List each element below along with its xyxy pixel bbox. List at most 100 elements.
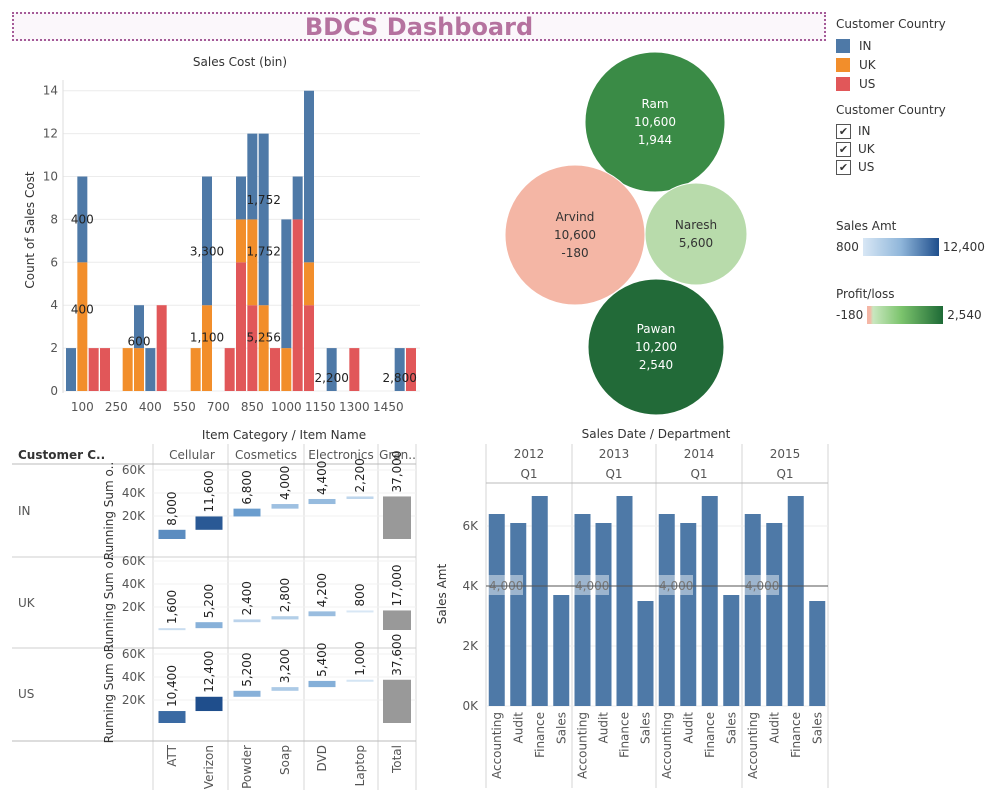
dept-chart-bar[interactable] [787,496,804,706]
bubble-naresh[interactable]: Naresh 5,600 [644,182,748,286]
histogram-bar-us[interactable] [270,348,280,391]
crosstab-bar[interactable] [346,496,374,499]
histogram-bar-in[interactable] [394,348,405,391]
bubble-arvind[interactable]: Arvind 10,600 -180 [504,164,646,306]
crosstab-bar[interactable] [158,711,186,723]
crosstab-bar[interactable] [233,619,261,623]
bubble-circle[interactable] [584,51,726,193]
crosstab-bar[interactable] [346,679,374,682]
crosstab-category-header: Cosmetics [235,448,297,462]
histogram-bar-us[interactable] [88,348,99,391]
histogram-bar-in[interactable] [304,90,314,263]
legend-item-us[interactable]: US [836,74,946,93]
filter-checkbox[interactable]: ✔ [836,159,851,175]
crosstab-bar[interactable] [195,696,223,712]
crosstab-bar[interactable] [195,516,223,530]
crosstab-bar[interactable] [271,616,299,620]
histogram-bar-in[interactable] [258,133,269,306]
dept-chart-bar[interactable] [616,496,633,706]
histogram-bar-us[interactable] [292,219,303,391]
crosstab-bar[interactable] [308,498,336,505]
histogram-bar-uk[interactable] [202,305,212,391]
dept-chart-y-tick: 4K [462,579,479,593]
histogram-bar-uk[interactable] [77,262,88,391]
dept-chart-bar[interactable] [574,514,591,706]
dept-chart-bar[interactable] [809,601,826,706]
crosstab-bar[interactable] [308,611,336,617]
histogram-bar-uk[interactable] [304,262,314,306]
crosstab-bar[interactable] [158,628,186,631]
filter-item-uk[interactable]: ✔ UK [836,140,946,158]
dept-chart-bar[interactable] [766,523,783,706]
histogram-bar-in[interactable] [66,348,76,391]
legend-item-in[interactable]: IN [836,36,946,55]
dept-chart-bar[interactable] [531,496,548,706]
crosstab-bar[interactable] [383,679,411,723]
dept-chart-bar[interactable] [553,595,570,706]
crosstab-bar-label: 12,400 [202,651,216,693]
crosstab-bar[interactable] [271,504,299,509]
histogram-bar-in[interactable] [134,305,144,349]
histogram-bar-us[interactable] [349,348,360,391]
crosstab-bar[interactable] [346,610,374,613]
crosstab-item-label: Verizon [202,745,216,789]
dept-chart-y-axis-label: Sales Amt [435,564,449,625]
dept-chart-bar[interactable] [510,523,527,706]
histogram-bar-in[interactable] [202,176,212,306]
histogram-bar-us[interactable] [224,348,235,391]
bubble-circle[interactable] [644,182,748,286]
crosstab-bar[interactable] [158,529,186,539]
histogram-bar-in[interactable] [247,133,258,220]
dept-chart-quarter: Q1 [520,467,537,481]
histogram-bar-us[interactable] [247,305,258,391]
histogram-bar-in[interactable] [292,176,303,220]
filter-checkbox[interactable]: ✔ [836,123,851,139]
histogram-bar-in[interactable] [145,348,156,391]
histogram-bar-in[interactable] [326,348,337,391]
histogram-bar-uk[interactable] [190,348,201,391]
filter-checkbox[interactable]: ✔ [836,141,851,157]
filter-label: UK [858,142,875,156]
histogram-bar-us[interactable] [236,262,246,391]
legend-item-uk[interactable]: UK [836,55,946,74]
histogram-bar-uk[interactable] [122,348,133,391]
crosstab-bar-label: 800 [353,584,367,607]
dept-chart-bar[interactable] [637,601,654,706]
dept-chart-bar[interactable] [488,514,505,706]
crosstab-bar[interactable] [233,508,261,517]
histogram-bar-uk[interactable] [247,219,258,306]
crosstab-row-country: UK [18,596,36,610]
histogram-bar-us[interactable] [100,348,110,391]
histogram-bar-uk[interactable] [281,348,292,391]
histogram-bar-uk[interactable] [134,348,144,391]
filter-item-us[interactable]: ✔ US [836,158,946,176]
histogram-bar-uk[interactable] [258,305,269,391]
crosstab-bar[interactable] [383,610,411,630]
crosstab-bar[interactable] [195,622,223,629]
bubble-pawan[interactable]: Pawan 10,200 2,540 [587,278,725,416]
histogram-bar-uk[interactable] [236,219,246,263]
dept-chart-bar[interactable] [744,514,761,706]
dept-chart-department-label: Sales [810,712,824,744]
histogram-bar-us[interactable] [304,305,314,391]
dept-chart-bar[interactable] [595,523,612,706]
histogram-bar-us[interactable] [156,305,167,391]
crosstab-bar[interactable] [233,690,261,697]
histogram-bar-us[interactable] [406,348,416,391]
histogram-bar-in[interactable] [281,219,292,349]
dept-chart-bar[interactable] [701,496,718,706]
dept-chart-bar[interactable] [723,595,740,706]
filter-item-in[interactable]: ✔ IN [836,122,946,140]
crosstab-bar[interactable] [271,687,299,691]
bubble-ram[interactable]: Ram 10,600 1,944 [584,51,726,193]
histogram-bar-in[interactable] [236,176,246,220]
crosstab-y-tick: 40K [122,670,146,684]
crosstab-item-label: Total [390,745,404,774]
histogram-bar-in[interactable] [77,176,88,263]
crosstab-bar[interactable] [383,496,411,539]
item-category-crosstab: Item Category / Item Name Customer C.. C… [12,428,417,790]
dept-chart-bar[interactable] [680,523,697,706]
dept-chart-bar[interactable] [658,514,675,706]
crosstab-bar[interactable] [308,680,336,688]
bubble-circle[interactable] [587,278,725,416]
